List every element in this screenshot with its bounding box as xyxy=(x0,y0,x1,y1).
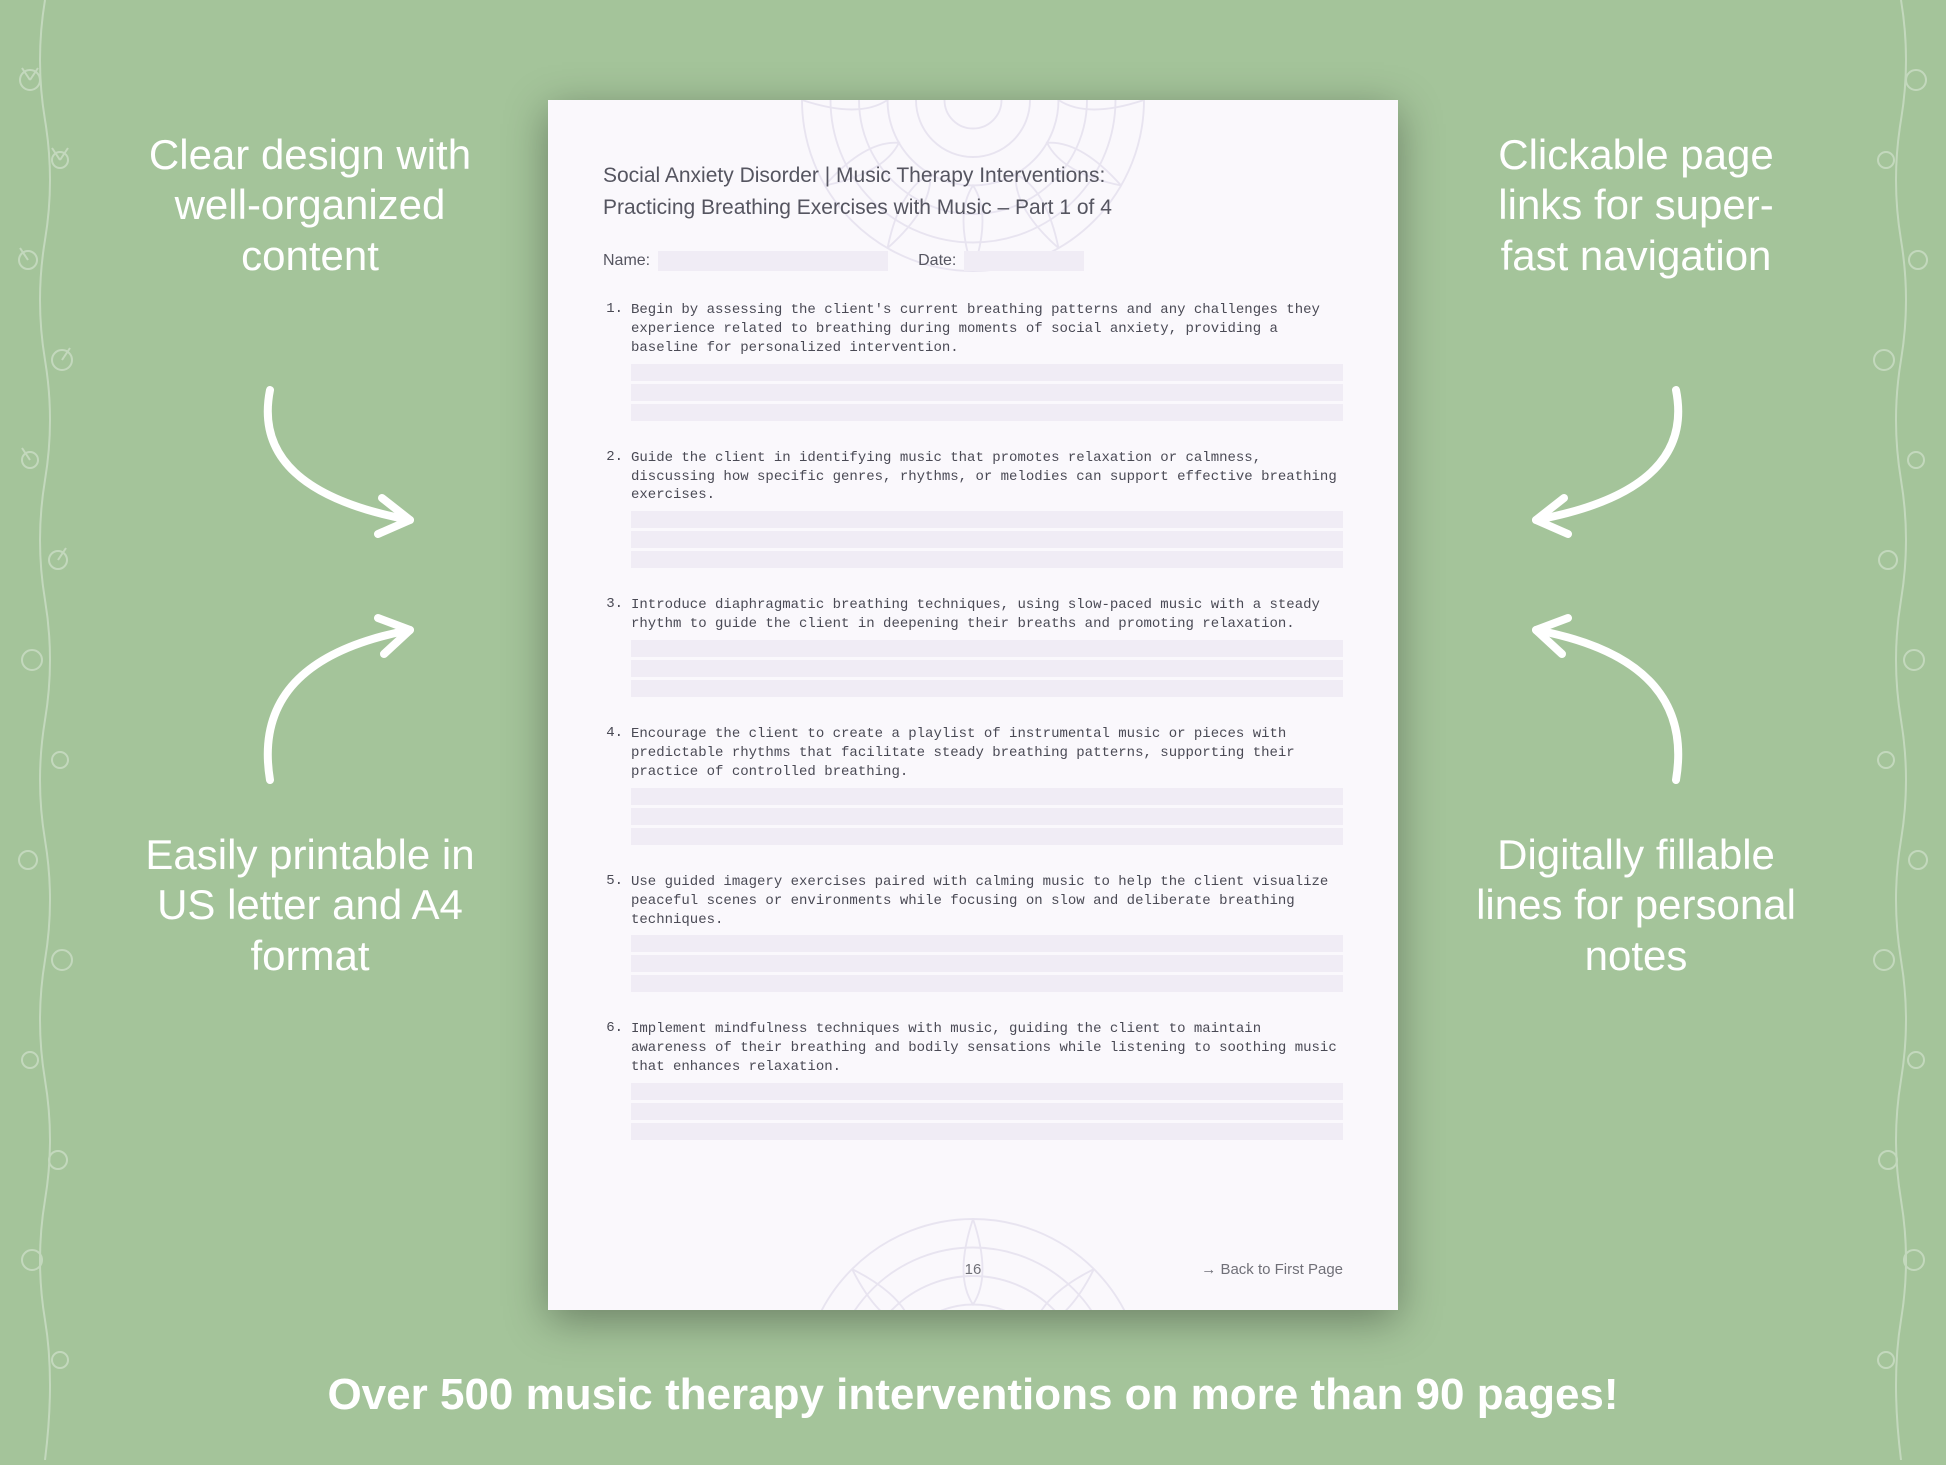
fill-line[interactable] xyxy=(631,1123,1343,1140)
date-field[interactable] xyxy=(964,251,1084,271)
list-item: 1. Begin by assessing the client's curre… xyxy=(603,301,1343,421)
arrow-bottom-left-icon xyxy=(230,600,450,800)
item-text: Encourage the client to create a playlis… xyxy=(631,725,1343,782)
callout-top-right: Clickable page links for super-fast navi… xyxy=(1466,130,1806,281)
item-number: 2. xyxy=(603,449,623,569)
fill-line[interactable] xyxy=(631,384,1343,401)
list-item: 3. Introduce diaphragmatic breathing tec… xyxy=(603,596,1343,697)
fill-line[interactable] xyxy=(631,364,1343,381)
callout-bottom-left: Easily printable in US letter and A4 for… xyxy=(140,830,480,981)
item-number: 1. xyxy=(603,301,623,421)
page-title-line1: Social Anxiety Disorder | Music Therapy … xyxy=(603,160,1343,192)
fill-line[interactable] xyxy=(631,404,1343,421)
fill-line[interactable] xyxy=(631,660,1343,677)
item-number: 3. xyxy=(603,596,623,697)
item-number: 5. xyxy=(603,873,623,993)
meta-row: Name: Date: xyxy=(603,251,1343,271)
back-to-first-link[interactable]: → Back to First Page xyxy=(1201,1261,1343,1278)
page-title-line2: Practicing Breathing Exercises with Musi… xyxy=(603,192,1343,224)
decorative-floral-right xyxy=(1856,0,1946,1460)
document-page: Social Anxiety Disorder | Music Therapy … xyxy=(548,100,1398,1310)
fill-line[interactable] xyxy=(631,511,1343,528)
list-item: 2. Guide the client in identifying music… xyxy=(603,449,1343,569)
mandala-decoration-bottom xyxy=(783,1200,1163,1310)
item-text: Guide the client in identifying music th… xyxy=(631,449,1343,506)
fill-line[interactable] xyxy=(631,975,1343,992)
fill-line[interactable] xyxy=(631,955,1343,972)
page-footer: 16 → Back to First Page xyxy=(603,1261,1343,1278)
fill-line[interactable] xyxy=(631,935,1343,952)
name-label: Name: xyxy=(603,252,650,270)
fill-line[interactable] xyxy=(631,788,1343,805)
item-text: Use guided imagery exercises paired with… xyxy=(631,873,1343,930)
arrow-bottom-right-icon xyxy=(1496,600,1716,800)
page-header: Social Anxiety Disorder | Music Therapy … xyxy=(603,160,1343,223)
date-label: Date: xyxy=(918,252,956,270)
fill-line[interactable] xyxy=(631,680,1343,697)
item-number: 6. xyxy=(603,1020,623,1140)
fill-line[interactable] xyxy=(631,531,1343,548)
decorative-floral-left xyxy=(0,0,90,1460)
list-item: 4. Encourage the client to create a play… xyxy=(603,725,1343,845)
item-text: Begin by assessing the client's current … xyxy=(631,301,1343,358)
fill-line[interactable] xyxy=(631,828,1343,845)
items-list: 1. Begin by assessing the client's curre… xyxy=(603,301,1343,1140)
fill-line[interactable] xyxy=(631,808,1343,825)
bottom-banner: Over 500 music therapy interventions on … xyxy=(0,1370,1946,1420)
fill-line[interactable] xyxy=(631,551,1343,568)
arrow-top-left-icon xyxy=(230,370,450,550)
list-item: 5. Use guided imagery exercises paired w… xyxy=(603,873,1343,993)
list-item: 6. Implement mindfulness techniques with… xyxy=(603,1020,1343,1140)
fill-line[interactable] xyxy=(631,1083,1343,1100)
item-text: Introduce diaphragmatic breathing techni… xyxy=(631,596,1343,634)
callout-bottom-right: Digitally fillable lines for personal no… xyxy=(1466,830,1806,981)
callout-top-left: Clear design with well-organized content xyxy=(140,130,480,281)
fill-line[interactable] xyxy=(631,1103,1343,1120)
page-number: 16 xyxy=(965,1261,982,1278)
item-text: Implement mindfulness techniques with mu… xyxy=(631,1020,1343,1077)
item-number: 4. xyxy=(603,725,623,845)
name-field[interactable] xyxy=(658,251,888,271)
arrow-top-right-icon xyxy=(1496,370,1716,550)
fill-line[interactable] xyxy=(631,640,1343,657)
